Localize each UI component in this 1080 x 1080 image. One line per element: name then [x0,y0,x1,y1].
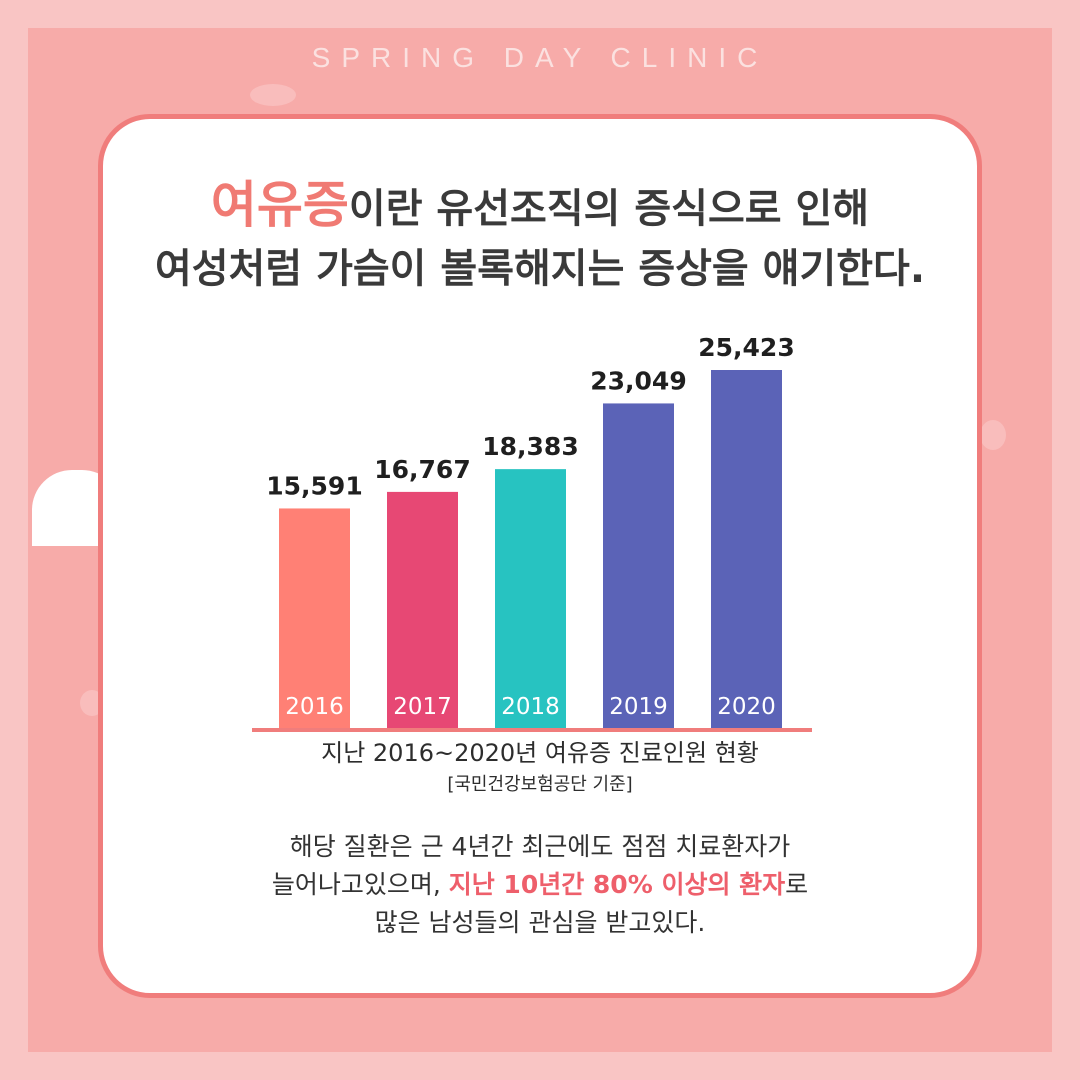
chart-title: 지난 2016~2020년 여유증 진료인원 현황 [321,739,759,767]
bar-2017 [387,491,458,728]
headline-accent: 여유증 [210,176,349,234]
value-label-2018: 18,383 [482,432,578,461]
value-label-2019: 23,049 [590,366,686,395]
bar-2018 [495,469,566,728]
category-label-2019: 2019 [609,694,668,720]
description-line-2-end: 로 [785,870,809,899]
description-line-2: 늘어나고있으며, 지난 10년간 80% 이상의 환자로 [0,866,1080,904]
headline-line-1-rest: 이란 유선조직의 증식으로 인해 [348,186,870,232]
bar-2019 [603,403,674,728]
headline: 여유증이란 유선조직의 증식으로 인해 여성처럼 가슴이 볼록해지는 증상을 얘… [0,175,1080,299]
value-label-2016: 15,591 [266,471,362,500]
headline-line-2: 여성처럼 가슴이 볼록해지는 증상을 얘기한다. [154,246,926,292]
value-label-2020: 25,423 [698,333,794,362]
description: 해당 질환은 근 4년간 최근에도 점점 치료환자가 늘어나고있으며, 지난 1… [0,828,1080,942]
paw-decoration [250,84,296,106]
paw-decoration [980,420,1006,450]
chart-source: [국민건강보험공단 기준] [447,774,633,795]
value-label-2017: 16,767 [374,455,470,484]
bar-2016 [279,508,350,728]
category-label-2016: 2016 [285,694,344,720]
headline-line-1: 여유증이란 유선조직의 증식으로 인해 [0,175,1080,239]
description-line-2-start: 늘어나고있으며, [271,870,449,899]
category-label-2020: 2020 [717,694,776,720]
description-line-1: 해당 질환은 근 4년간 최근에도 점점 치료환자가 [289,832,791,861]
category-label-2017: 2017 [393,694,452,720]
description-highlight: 지난 10년간 80% 이상의 환자 [448,870,786,899]
category-label-2018: 2018 [501,694,560,720]
bar-2020 [711,370,782,728]
brand-name: SPRING DAY CLINIC [311,42,769,73]
chart-baseline [252,728,812,732]
description-line-3: 많은 남성들의 관심을 받고있다. [374,908,706,937]
